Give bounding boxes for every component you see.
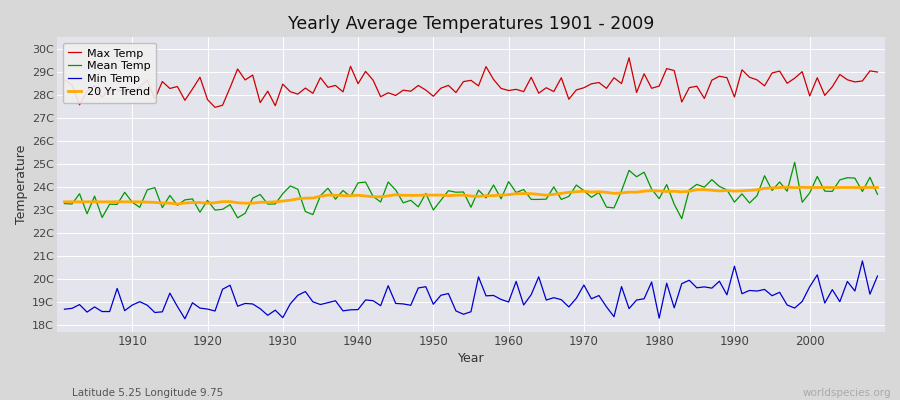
20 Yr Trend bbox=[172, 202, 183, 206]
Min Temp bbox=[179, 316, 190, 321]
Max Temp bbox=[510, 87, 521, 92]
Y-axis label: Temperature: Temperature bbox=[15, 145, 28, 224]
Line: Min Temp: Min Temp bbox=[65, 261, 878, 319]
Mean Temp bbox=[593, 190, 604, 195]
20 Yr Trend bbox=[601, 190, 612, 195]
Max Temp bbox=[503, 88, 514, 93]
Min Temp bbox=[292, 293, 303, 298]
Min Temp bbox=[601, 304, 612, 309]
Mean Temp bbox=[789, 160, 800, 165]
Min Temp bbox=[872, 274, 883, 278]
Max Temp bbox=[872, 70, 883, 74]
Mean Temp bbox=[496, 196, 507, 201]
Min Temp bbox=[857, 258, 868, 263]
Min Temp bbox=[510, 279, 521, 284]
Legend: Max Temp, Mean Temp, Min Temp, 20 Yr Trend: Max Temp, Mean Temp, Min Temp, 20 Yr Tre… bbox=[62, 43, 156, 103]
Max Temp bbox=[210, 105, 220, 110]
Mean Temp bbox=[120, 190, 130, 195]
X-axis label: Year: Year bbox=[458, 352, 484, 365]
Line: Mean Temp: Mean Temp bbox=[65, 162, 878, 219]
20 Yr Trend bbox=[292, 196, 303, 201]
Max Temp bbox=[292, 92, 303, 96]
Min Temp bbox=[503, 300, 514, 304]
Max Temp bbox=[59, 77, 70, 82]
Mean Temp bbox=[503, 179, 514, 184]
20 Yr Trend bbox=[510, 191, 521, 196]
Mean Temp bbox=[872, 192, 883, 197]
Text: worldspecies.org: worldspecies.org bbox=[803, 388, 891, 398]
Line: 20 Yr Trend: 20 Yr Trend bbox=[65, 187, 878, 204]
20 Yr Trend bbox=[338, 193, 348, 198]
Line: Max Temp: Max Temp bbox=[65, 58, 878, 107]
Min Temp bbox=[338, 308, 348, 313]
20 Yr Trend bbox=[782, 185, 793, 190]
Max Temp bbox=[601, 86, 612, 91]
Mean Temp bbox=[677, 216, 688, 221]
20 Yr Trend bbox=[872, 185, 883, 190]
20 Yr Trend bbox=[120, 200, 130, 204]
Max Temp bbox=[624, 55, 634, 60]
Max Temp bbox=[120, 88, 130, 93]
20 Yr Trend bbox=[503, 192, 514, 197]
Mean Temp bbox=[330, 197, 341, 202]
20 Yr Trend bbox=[59, 200, 70, 204]
Min Temp bbox=[120, 308, 130, 313]
Min Temp bbox=[59, 307, 70, 312]
Max Temp bbox=[338, 90, 348, 94]
Text: Latitude 5.25 Longitude 9.75: Latitude 5.25 Longitude 9.75 bbox=[72, 388, 223, 398]
Mean Temp bbox=[59, 201, 70, 206]
Mean Temp bbox=[285, 184, 296, 188]
Title: Yearly Average Temperatures 1901 - 2009: Yearly Average Temperatures 1901 - 2009 bbox=[288, 15, 654, 33]
